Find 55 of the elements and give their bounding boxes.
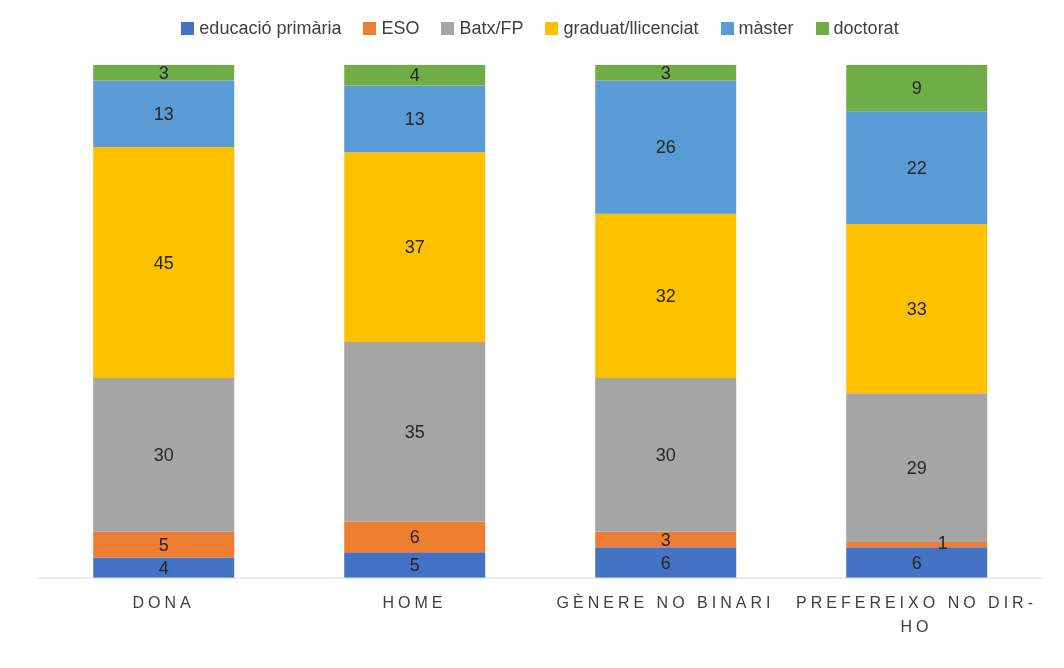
bar	[595, 65, 737, 81]
bar	[344, 521, 486, 553]
bar	[344, 552, 486, 578]
data-label: 45	[153, 252, 174, 273]
x-tick-label: DONA	[132, 594, 195, 611]
data-label: 33	[906, 298, 927, 319]
data-label: 4	[158, 557, 169, 578]
bar	[595, 547, 737, 578]
legend-label: màster	[738, 18, 794, 39]
data-label: 5	[409, 555, 420, 576]
data-label: 26	[655, 137, 676, 158]
data-label: 6	[660, 552, 671, 573]
data-label: 35	[404, 421, 425, 442]
bar	[344, 152, 486, 343]
data-label: 6	[911, 552, 922, 573]
data-label: 30	[655, 444, 676, 465]
legend-label: ESO	[381, 18, 420, 39]
bar	[846, 547, 988, 578]
x-tick-label: HOME	[382, 594, 447, 611]
bar	[595, 213, 737, 378]
bar	[344, 65, 486, 86]
data-label: 5	[158, 534, 169, 555]
data-label: 22	[906, 157, 927, 178]
legend-label: graduat/llicenciat	[563, 18, 699, 39]
data-label: 9	[911, 78, 922, 99]
legend-label: doctorat	[833, 18, 899, 39]
bar	[93, 80, 235, 148]
data-label: 13	[404, 108, 425, 129]
x-tick-label: GÈNERE NO BINARI	[556, 593, 775, 611]
bar	[846, 111, 988, 225]
bar	[93, 147, 235, 378]
data-label: 3	[660, 62, 671, 83]
data-label: 29	[906, 457, 927, 478]
bar	[595, 377, 737, 532]
bar	[93, 557, 235, 578]
data-label: 32	[655, 285, 676, 306]
data-label: 37	[404, 237, 425, 258]
bar	[846, 224, 988, 394]
legend-label: Batx/FP	[459, 18, 524, 39]
bar	[595, 531, 737, 548]
bar	[846, 65, 988, 112]
bar	[344, 85, 486, 153]
bar	[93, 531, 235, 558]
data-label: 3	[660, 529, 671, 550]
legend-label: educació primària	[199, 18, 342, 39]
bar	[93, 377, 235, 532]
data-label: 4	[409, 65, 420, 86]
data-label: 13	[153, 103, 174, 124]
data-label: 30	[153, 444, 174, 465]
data-label: 3	[158, 62, 169, 83]
x-tick-label: PREFEREIXO NO DIR-HO	[796, 594, 1037, 635]
data-label: 6	[409, 526, 420, 547]
bar	[344, 342, 486, 522]
bar	[595, 80, 737, 214]
bar	[93, 65, 235, 81]
